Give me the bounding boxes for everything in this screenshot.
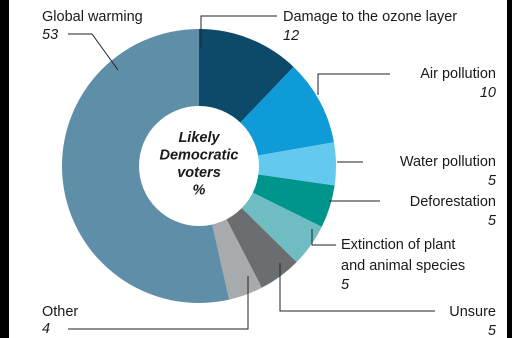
donut-hole: [139, 106, 259, 226]
center-label-line: %: [193, 183, 206, 199]
value-global-warming: 53: [42, 27, 58, 43]
value-unsure: 5: [488, 323, 497, 338]
label-other: Other: [42, 304, 78, 320]
label-water-pollution: Water pollution: [400, 154, 496, 170]
leader-damage-to-the-ozone-layer: [200, 15, 277, 48]
label-extinction-of-plant-and-animal-species: Extinction of plant: [341, 237, 455, 253]
label-unsure: Unsure: [449, 304, 496, 320]
slice-water-pollution: [199, 142, 337, 186]
leader-lines: [68, 15, 435, 330]
leader-global-warming: [68, 33, 119, 71]
left-border: [0, 0, 9, 338]
value-deforestation: 5: [488, 213, 497, 229]
label-deforestation: Deforestation: [410, 194, 496, 210]
label-air-pollution: Air pollution: [420, 66, 496, 82]
leader-unsure: [279, 263, 435, 312]
value-air-pollution: 10: [480, 85, 496, 101]
value-damage-to-the-ozone-layer: 12: [283, 28, 299, 44]
leader-other: [68, 276, 249, 330]
center-label-line: Democratic: [160, 148, 239, 164]
value-water-pollution: 5: [488, 173, 497, 189]
label-extinction-of-plant-and-animal-species: and animal species: [341, 258, 465, 274]
label-global-warming: Global warming: [42, 9, 143, 25]
value-extinction-of-plant-and-animal-species: 5: [341, 277, 350, 293]
right-border: [507, 0, 512, 338]
slice-labels: Damage to the ozone layer 12 Air pollution…: [42, 9, 497, 338]
label-damage-to-the-ozone-layer: Damage to the ozone layer: [283, 9, 457, 25]
center-label-line: voters: [177, 165, 221, 181]
leader-extinction-of-plant-and-animal-species: [311, 229, 336, 246]
leader-air-pollution: [317, 73, 390, 95]
value-other: 4: [42, 321, 50, 337]
center-label-line: Likely: [178, 130, 220, 146]
